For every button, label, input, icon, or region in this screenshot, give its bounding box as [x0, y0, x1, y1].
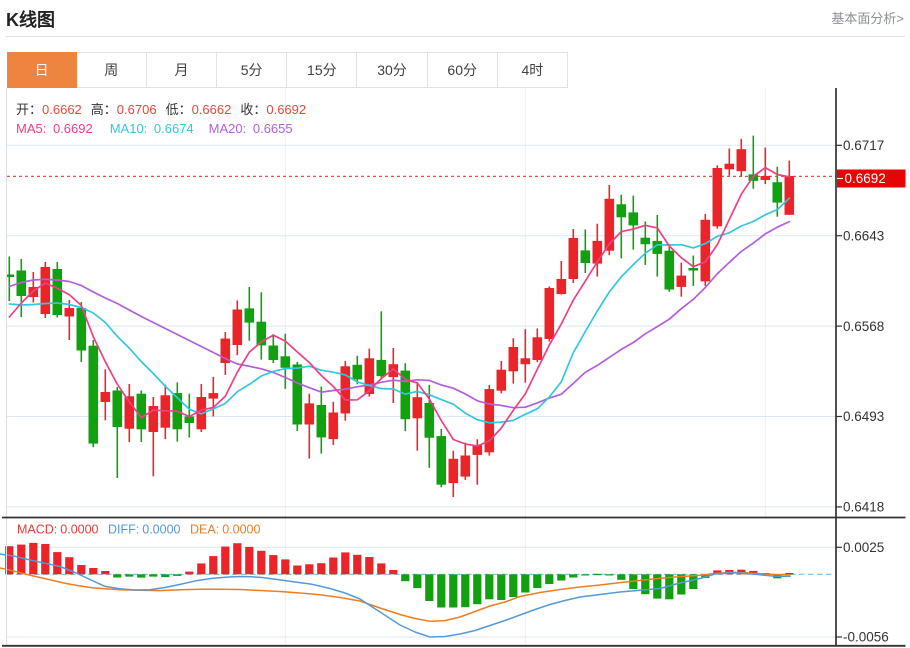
svg-text:0.6418: 0.6418 [843, 500, 884, 515]
svg-text:0.6643: 0.6643 [843, 228, 884, 243]
svg-text:DEA:0.0000: DEA: 0.0000 [190, 523, 260, 537]
svg-text:DIFF:0.0000: DIFF: 0.0000 [108, 523, 181, 537]
svg-text:0.6493: 0.6493 [843, 409, 884, 424]
svg-text:-0.0056: -0.0056 [843, 630, 889, 645]
svg-text:0.6717: 0.6717 [843, 138, 884, 153]
svg-text:0.0025: 0.0025 [843, 540, 884, 555]
svg-text:MACD:0.0000: MACD: 0.0000 [17, 523, 99, 537]
svg-text:0.6568: 0.6568 [843, 319, 884, 334]
svg-text:0.6692: 0.6692 [845, 171, 886, 186]
